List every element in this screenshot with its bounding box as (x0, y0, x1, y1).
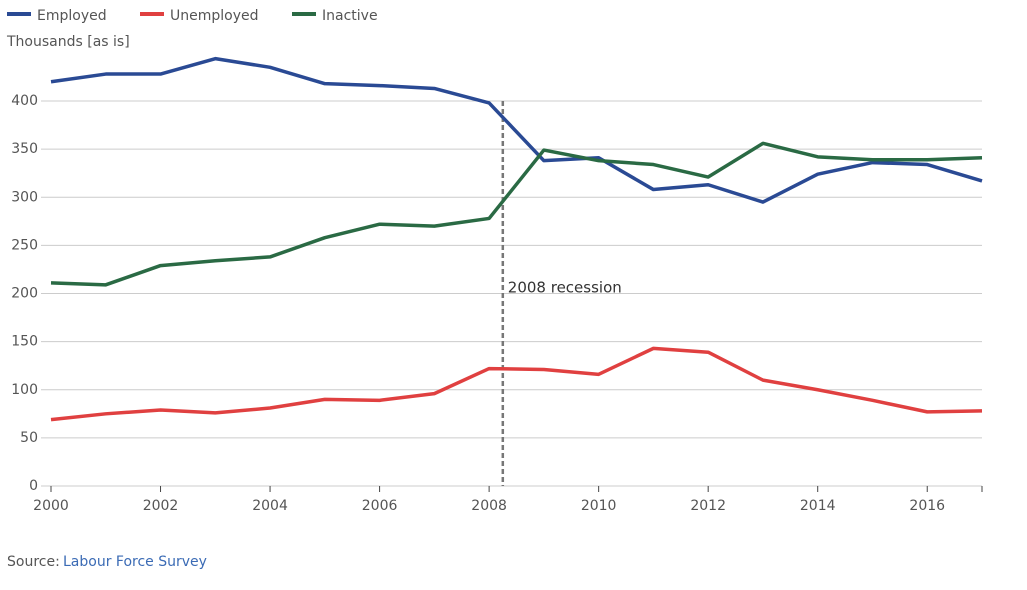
x-tick-label: 2002 (143, 498, 179, 514)
y-tick-label: 250 (11, 237, 38, 253)
x-tick-label: 2000 (33, 498, 69, 514)
y-axis-label: Thousands [as is] (6, 34, 130, 50)
y-tick-label: 350 (11, 141, 38, 157)
x-tick-label: 2006 (362, 498, 398, 514)
series-line (50, 346, 983, 422)
y-tick-label: 400 (11, 93, 38, 109)
series-line (50, 141, 983, 287)
y-tick-label: 0 (29, 478, 38, 494)
source-link[interactable]: Labour Force Survey (63, 554, 207, 570)
source-label: Source: (7, 554, 60, 570)
y-tick-label: 300 (11, 189, 38, 205)
annotation-label: 2008 recession (508, 279, 622, 297)
series-line (50, 56, 983, 204)
y-tick-label: 200 (11, 286, 38, 302)
x-tick-label: 2010 (581, 498, 617, 514)
legend-label: Employed (37, 8, 107, 24)
x-tick-label: 2004 (252, 498, 288, 514)
y-tick-label: 50 (20, 430, 38, 446)
legend-label: Unemployed (170, 8, 259, 24)
y-tick-label: 100 (11, 382, 38, 398)
x-tick-label: 2014 (800, 498, 836, 514)
x-tick-label: 2012 (690, 498, 726, 514)
x-tick-label: 2016 (909, 498, 945, 514)
legend-label: Inactive (322, 8, 378, 24)
x-tick-label: 2008 (471, 498, 507, 514)
y-tick-label: 150 (11, 334, 38, 350)
source-link-text[interactable]: Labour Force Survey (63, 554, 207, 570)
